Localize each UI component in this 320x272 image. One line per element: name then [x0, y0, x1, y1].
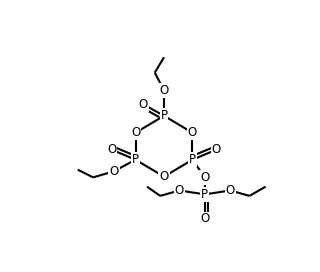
Text: O: O	[159, 170, 169, 183]
Text: O: O	[200, 171, 209, 184]
Text: O: O	[109, 165, 119, 178]
Text: P: P	[132, 153, 139, 166]
Text: O: O	[200, 212, 209, 225]
Text: O: O	[139, 98, 148, 111]
Text: O: O	[212, 143, 221, 156]
Text: O: O	[226, 184, 235, 197]
Text: O: O	[131, 126, 140, 139]
Text: P: P	[161, 109, 167, 122]
Text: O: O	[188, 126, 197, 139]
Text: O: O	[107, 143, 116, 156]
Text: P: P	[201, 188, 208, 201]
Text: P: P	[189, 153, 196, 166]
Text: O: O	[175, 184, 184, 197]
Text: O: O	[159, 84, 169, 97]
